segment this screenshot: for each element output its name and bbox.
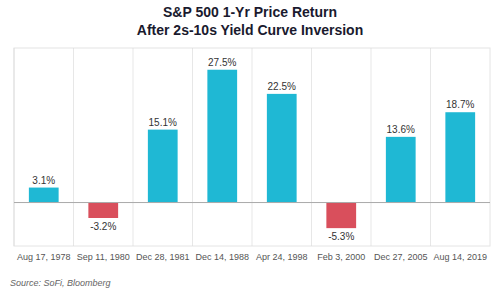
bar [386,137,416,203]
x-tick-label: Dec 14, 1988 [195,252,249,262]
bar [445,112,475,202]
data-label: 3.1% [32,175,55,186]
category-divider [192,48,193,246]
bar [267,94,297,203]
category-divider [73,48,74,246]
plot-frame [14,48,490,246]
annotation: Source: SoFi, Bloomberg [10,278,111,288]
title: S&P 500 1-Yr Price Return [163,4,337,20]
x-tick-label: Aug 14, 2019 [433,252,487,262]
zero-line [14,202,490,203]
data-label: 18.7% [446,99,474,110]
x-tick-label: Aug 17, 1978 [17,252,71,262]
chart: S&P 500 1-Yr Price Return After 2s-10s Yi… [0,0,500,294]
x-tick-label: Dec 28, 1981 [136,252,190,262]
x-tick-label: Apr 24, 1998 [256,252,308,262]
bar [148,130,178,203]
chart-container: S&P 500 1-Yr Price Return After 2s-10s Yi… [0,0,500,294]
bar [326,203,356,229]
x-tick-label: Sep 11, 1980 [77,252,130,262]
data-label: 15.1% [149,117,177,128]
data-label: 27.5% [208,57,236,68]
bar [88,203,118,218]
category-divider [311,48,312,246]
category-divider [252,48,253,246]
data-label: -3.2% [90,221,116,232]
bar [29,188,59,203]
category-divider [371,48,372,246]
bars [29,70,475,228]
x-tick-label: Dec 27, 2005 [374,252,428,262]
subtitle: After 2s-10s Yield Curve Inversion [137,22,363,38]
data-label: -5.3% [328,231,354,242]
category-divider [133,48,134,246]
bar [207,70,237,203]
category-divider [14,48,15,246]
data-label: 22.5% [268,81,296,92]
x-tick-label: Feb 3, 2000 [317,252,365,262]
category-divider [430,48,431,246]
data-label: 13.6% [387,124,415,135]
background [0,0,500,294]
